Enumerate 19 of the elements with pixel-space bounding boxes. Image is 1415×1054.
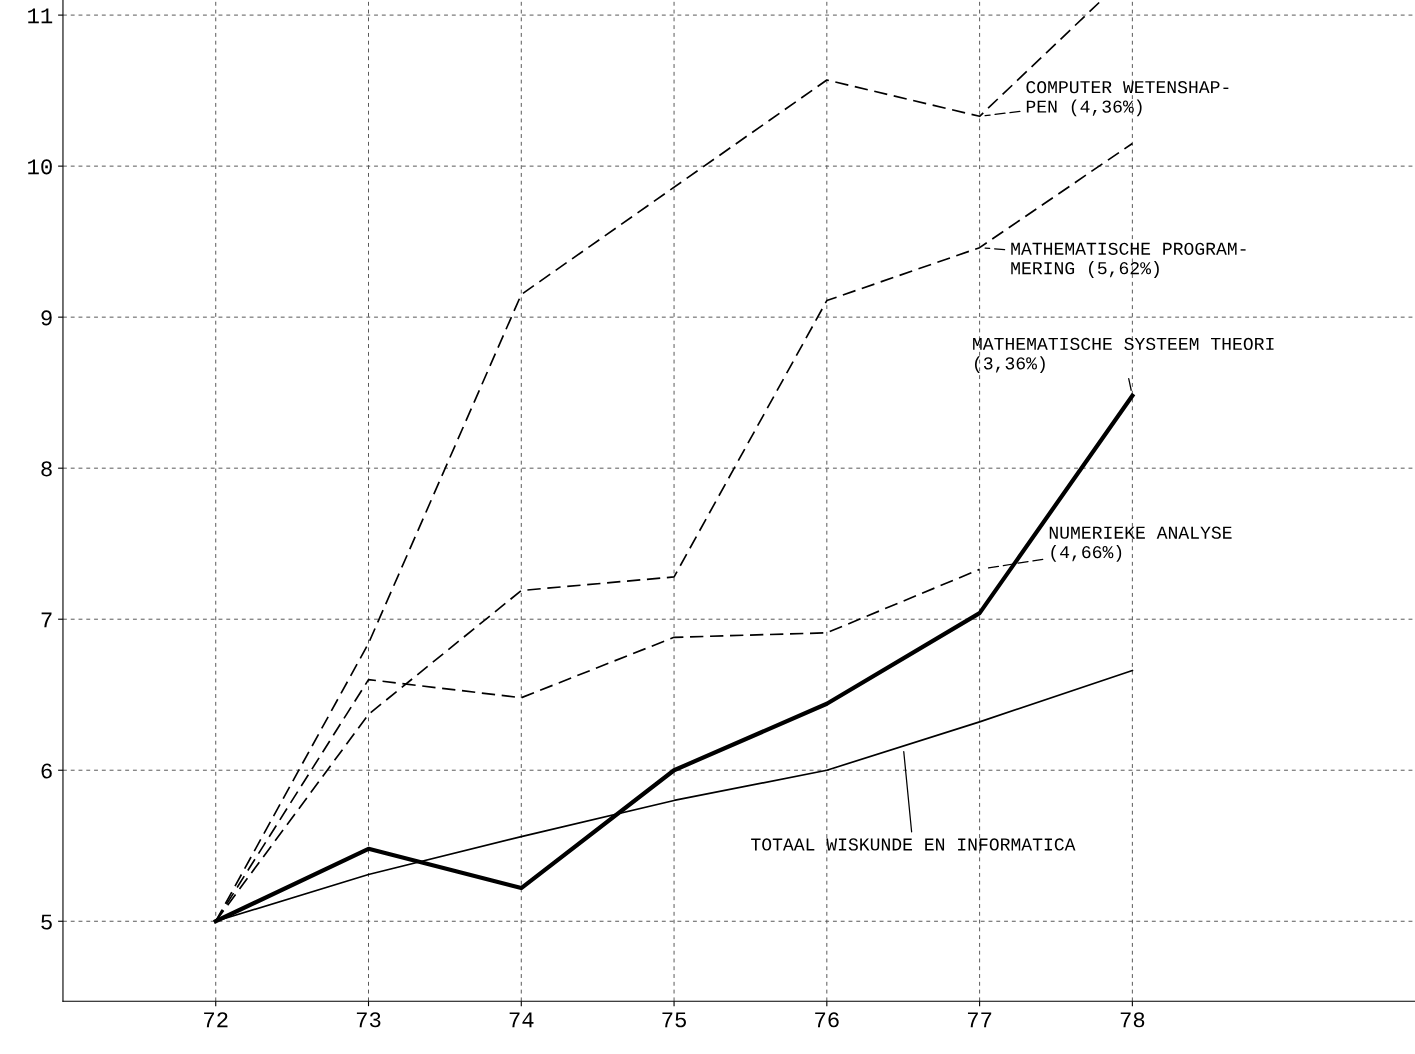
y-tick-label: 8 <box>41 461 52 477</box>
x-tick-label: 73 <box>356 1012 381 1028</box>
x-tick-label: 75 <box>662 1012 686 1028</box>
y-tick-label: 10 <box>28 159 52 175</box>
x-tick-label: 72 <box>204 1012 228 1028</box>
legend-label: MATHEMATISCHE PROGRAM- MERING (5,62%) <box>1011 242 1246 278</box>
text: MATHEMATISCHE SYSTEEM THEORI (3,36%) <box>973 337 1274 374</box>
series-label: COMPUTER WETENSHAP- PEN (4,36%) <box>1026 81 1229 117</box>
x-tick-label: 78 <box>1120 1012 1145 1028</box>
x-tick-label: 74 <box>509 1012 534 1028</box>
y-tick-label: 7 <box>41 612 52 628</box>
x-tick-label: 77 <box>967 1012 992 1028</box>
y-tick-label: 9 <box>41 310 52 326</box>
y-tick-label: 6 <box>41 763 52 779</box>
y-tick-label: 5 <box>41 914 52 930</box>
text: NUMERIEKE ANALYSE (4,66%) <box>1049 526 1232 562</box>
text: TOTAAL WISKUNDE EN INFORMATICA <box>751 838 1076 851</box>
x-tick-label: 76 <box>815 1012 839 1028</box>
y-tick-label: 11 <box>28 8 53 24</box>
